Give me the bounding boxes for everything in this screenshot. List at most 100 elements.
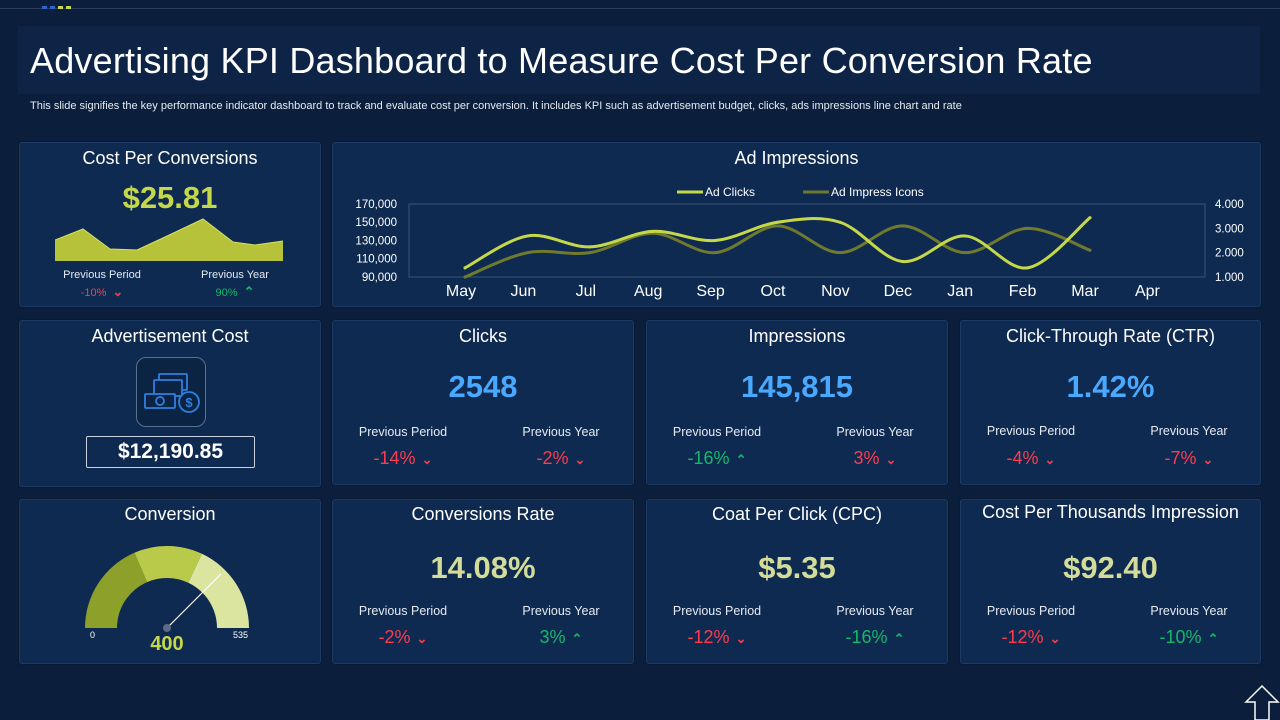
prev-year-value: -2% ⌄ <box>536 448 586 468</box>
advertisement-cost-card: Advertisement Cost $ $12,190.85 <box>19 320 321 487</box>
card-title: Click-Through Rate (CTR) <box>1005 326 1216 346</box>
data-point <box>776 224 779 228</box>
advertisement-cost-value-box: $12,190.85 <box>86 436 255 468</box>
page-subtitle: This slide signifies the key performance… <box>30 100 962 112</box>
y-right-tick-label: 2.000 <box>1215 248 1244 260</box>
prev-period-value: -2% ⌄ <box>378 627 428 647</box>
svg-text:$: $ <box>185 395 193 410</box>
chevron-down-icon: ⌄ <box>885 452 897 467</box>
scroll-up-icon[interactable] <box>1244 684 1280 720</box>
chevron-down-icon: ⌄ <box>1044 452 1056 467</box>
data-point <box>588 245 592 249</box>
conversion-value: 400 <box>150 633 184 655</box>
data-point <box>713 251 717 255</box>
legend-label: Ad Impress Icons <box>831 185 924 199</box>
y-right-tick-label: 1.000 <box>1215 272 1244 284</box>
impressions-card: Impressions 145,815 Previous Period Prev… <box>646 320 948 485</box>
money-icon-frame: $ <box>136 357 206 427</box>
chevron-down-icon: ⌄ <box>112 284 124 299</box>
x-tick-label: May <box>446 283 476 300</box>
prev-year-value: -10% ⌃ <box>1159 627 1219 647</box>
card-title: Cost Per Thousands Impression <box>982 502 1239 522</box>
gauge-segment-high <box>188 553 249 628</box>
data-point <box>1026 226 1029 230</box>
prev-year-label: Previous Year <box>522 604 600 618</box>
prev-year-label: Previous Year <box>836 425 914 439</box>
chevron-down-icon: ⌄ <box>735 631 747 646</box>
data-point <box>651 229 654 233</box>
prev-period-value: -10% ⌄ <box>80 284 124 299</box>
gauge-min-label: 0 <box>90 630 96 640</box>
card-title: Conversion <box>124 504 216 524</box>
cpm-card: Cost Per Thousands Impression $92.40 Pre… <box>960 499 1261 664</box>
data-point <box>838 251 842 255</box>
data-point <box>1088 216 1092 220</box>
data-point <box>588 251 592 255</box>
data-point <box>526 234 529 238</box>
chevron-up-icon: ⌃ <box>243 284 255 299</box>
card-title: Impressions <box>748 326 846 346</box>
x-tick-label: Nov <box>821 283 849 300</box>
chevron-down-icon: ⌄ <box>574 452 586 467</box>
x-tick-label: Sep <box>696 283 725 300</box>
y-left-tick-label: 150,000 <box>355 217 397 229</box>
prev-period-label: Previous Period <box>672 425 762 439</box>
data-point <box>901 259 904 263</box>
prev-period-label: Previous Period <box>672 604 762 618</box>
card-title: Clicks <box>459 326 507 346</box>
data-point <box>1026 266 1029 270</box>
cost-per-conversions-value: $25.81 <box>122 180 218 215</box>
conversions-rate-card: Conversions Rate 14.08% Previous Period … <box>332 499 634 664</box>
slide-dots <box>42 6 71 9</box>
prev-period-value: -16% ⌃ <box>687 448 747 468</box>
y-left-tick-label: 170,000 <box>355 199 397 211</box>
data-point <box>713 239 717 242</box>
series-line-ad-impress-icons <box>463 224 1092 279</box>
chevron-down-icon: ⌄ <box>1049 631 1061 646</box>
prev-period-value: -12% ⌄ <box>687 627 747 647</box>
clicks-card: Clicks 2548 Previous Period Previous Yea… <box>332 320 634 485</box>
prev-period-value: -4% ⌄ <box>1006 448 1056 468</box>
y-right-tick-label: 3.000 <box>1215 223 1244 235</box>
x-tick-label: Aug <box>634 283 662 300</box>
prev-year-label: Previous Year <box>1150 604 1228 618</box>
gauge-max-label: 535 <box>233 630 249 640</box>
prev-period-label: Previous Period <box>986 604 1076 618</box>
prev-period-label: Previous Period <box>63 269 141 281</box>
title-band <box>18 26 1260 94</box>
conversion-gauge <box>85 546 249 632</box>
y-left-tick-label: 110,000 <box>356 254 397 266</box>
chevron-up-icon: ⌃ <box>571 631 583 646</box>
ctr-value: 1.42% <box>1066 369 1155 404</box>
prev-year-value: 90% ⌃ <box>215 284 255 299</box>
card-title: Conversions Rate <box>411 504 555 524</box>
data-point <box>776 220 779 224</box>
prev-period-label: Previous Period <box>358 604 448 618</box>
prev-period-label: Previous Period <box>986 424 1076 438</box>
conversion-card: Conversion 0 535 400 <box>19 499 321 664</box>
cpc-value: $5.35 <box>758 550 836 585</box>
data-point <box>463 266 467 270</box>
prev-year-value: 3% ⌃ <box>539 627 583 647</box>
x-tick-label: Feb <box>1009 283 1037 300</box>
gauge-segment-mid <box>134 546 202 583</box>
y-left-tick-label: 130,000 <box>355 235 397 247</box>
y-left-tick-label: 90,000 <box>362 272 397 284</box>
card-title: Ad Impressions <box>734 148 859 168</box>
chevron-down-icon: ⌄ <box>416 631 428 646</box>
x-tick-label: Oct <box>761 283 786 300</box>
prev-year-label: Previous Year <box>522 425 600 439</box>
prev-period-value: -14% ⌄ <box>373 448 433 468</box>
prev-period-label: Previous Period <box>358 425 448 439</box>
prev-year-value: -16% ⌃ <box>845 627 905 647</box>
prev-year-label: Previous Year <box>201 269 269 281</box>
prev-year-value: 3% ⌄ <box>853 448 897 468</box>
cpm-value: $92.40 <box>1063 550 1158 585</box>
data-point <box>526 251 529 255</box>
data-point <box>463 275 467 279</box>
chevron-down-icon: ⌄ <box>1202 452 1214 467</box>
gauge-needle <box>166 573 222 629</box>
x-tick-label: Mar <box>1071 283 1099 300</box>
prev-year-value: -7% ⌄ <box>1164 448 1214 468</box>
chevron-down-icon: ⌄ <box>421 452 433 467</box>
